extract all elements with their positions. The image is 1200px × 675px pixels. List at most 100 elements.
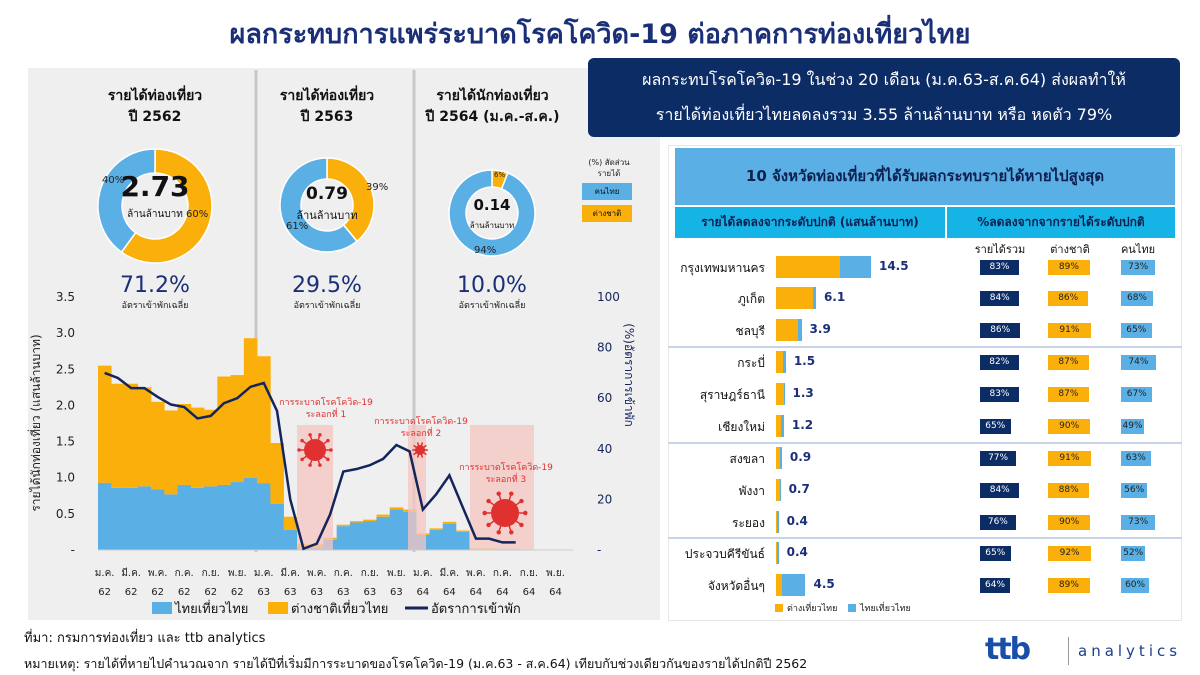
loss-value: 0.7	[788, 482, 810, 496]
donut-2564-unit: ล้านล้านบาท	[469, 221, 515, 230]
analytics-logo-text: analytics	[1078, 642, 1182, 660]
x-tick-year: 62	[98, 587, 111, 598]
loss-bar-thai	[776, 511, 779, 533]
y-tick-label: 1.5	[56, 435, 75, 449]
bar-thai	[336, 526, 351, 550]
bar-foreign	[151, 401, 165, 490]
virus-spike-tip	[523, 510, 528, 516]
donut-legend-thai: คนไทย	[582, 183, 632, 200]
row-divider	[668, 346, 1182, 348]
province-name: ประจวบคีรีขันธ์	[684, 547, 765, 561]
occupancy-2562: 71.2%	[120, 273, 190, 298]
x-tick-year: 64	[443, 587, 456, 598]
virus-spike-tip	[297, 448, 301, 452]
pct-thai: 65%	[1121, 323, 1152, 338]
loss-bar-foreign	[776, 351, 784, 373]
y-tick-label: 3.5	[56, 290, 75, 304]
loss-bar-thai	[783, 383, 785, 405]
bar-thai	[389, 509, 404, 550]
donut-2564-value: 0.14	[473, 196, 511, 214]
y-tick-label: 2.5	[56, 362, 75, 376]
virus-spike-tip	[413, 453, 415, 456]
virus-spike-tip	[486, 522, 491, 528]
occupancy-2563-label: อัตราเข้าพักเฉลี่ย	[293, 301, 361, 311]
donut-legend-foreign: ต่างชาติ	[582, 205, 632, 222]
bar-thai	[164, 494, 178, 550]
legend-label-occupancy: อัตราการเข้าพัก	[431, 602, 521, 617]
loss-bar-thai	[783, 351, 786, 373]
pct-foreign: 87%	[1048, 355, 1089, 370]
donut-2563-value: 0.79	[306, 184, 348, 204]
panel-title-year: ปี 2562	[128, 109, 182, 125]
legend-label-foreign: ต่างชาติเที่ยวไทย	[291, 600, 388, 617]
x-tick-month: มี.ค.	[280, 567, 300, 579]
virus-spike-tip	[425, 453, 427, 456]
occupancy-2564-label: อัตราเข้าพักเฉลี่ย	[458, 301, 526, 311]
x-tick-month: ก.ย.	[361, 568, 379, 579]
province-name: ชลบุรี	[735, 324, 765, 338]
bar-thai	[137, 486, 152, 550]
bar-foreign	[177, 403, 192, 485]
donut-2563-thai-pct: 61%	[286, 221, 309, 232]
bar-thai	[217, 484, 231, 550]
pct-foreign: 87%	[1048, 387, 1089, 402]
occupancy-line	[104, 371, 516, 551]
virus-spike-tip	[519, 498, 524, 504]
x-tick-month: ก.ย.	[202, 568, 220, 579]
virus-spike-tip	[329, 448, 333, 452]
loss-value: 0.4	[786, 545, 808, 559]
pct-foreign: 90%	[1048, 515, 1091, 530]
virus-spike-tip	[426, 449, 429, 451]
bar-foreign	[243, 338, 258, 478]
bar-foreign	[124, 383, 139, 488]
loss-bar-foreign	[776, 383, 784, 405]
province-name: ภูเก็ต	[737, 292, 765, 306]
pct-foreign: 86%	[1048, 291, 1089, 306]
pct-foreign: 91%	[1048, 451, 1091, 466]
occupancy-2562-label: อัตราเข้าพักเฉลี่ย	[121, 301, 189, 311]
y-tick-label: 1.0	[56, 471, 75, 485]
province-name: เชียงใหม่	[718, 420, 765, 434]
donut-2562-thai-pct: 40%	[102, 175, 125, 186]
province-name: กระบี่	[737, 356, 765, 370]
loss-bar-foreign	[776, 287, 813, 309]
y2-tick-label: 20	[597, 492, 612, 506]
bar-thai	[98, 482, 112, 550]
virus-spike-tip	[308, 463, 312, 467]
table-legend-thai: ไทยเที่ยวไทย	[860, 604, 911, 614]
x-tick-year: 63	[390, 587, 403, 598]
bar-thai	[270, 503, 284, 550]
x-tick-year: 63	[363, 587, 376, 598]
x-tick-month: พ.ย.	[387, 568, 406, 579]
ttb-logo: ttb	[985, 632, 1031, 667]
covid-wave-number: ระลอกที่ 1	[306, 407, 347, 420]
loss-bar-thai	[781, 415, 784, 437]
bar-thai	[243, 477, 258, 550]
occupancy-2564: 10.0%	[457, 273, 527, 298]
covid-virus-icon	[482, 491, 528, 535]
pct-foreign: 92%	[1048, 546, 1092, 561]
bar-foreign	[137, 387, 152, 487]
donut-slice-foreign	[326, 157, 375, 243]
loss-value: 0.9	[789, 450, 812, 464]
loss-value: 3.9	[809, 322, 831, 336]
loss-value: 4.5	[813, 577, 835, 591]
logo-divider	[1068, 637, 1069, 665]
pct-thai: 67%	[1121, 387, 1153, 402]
bar-foreign	[230, 375, 245, 483]
bar-thai	[151, 489, 165, 550]
panel-title-line: รายได้นักท่องเที่ยว	[436, 88, 549, 104]
virus-spike-tip	[413, 444, 415, 447]
page-title: ผลกระทบการแพร่ระบาดโรคโควิด-19 ต่อภาคการ…	[229, 19, 971, 50]
summary-box: ผลกระทบโรคโควิด-19 ในช่วง 20 เดือน (ม.ค.…	[588, 58, 1180, 137]
virus-spike-tip	[416, 442, 419, 444]
y2-tick-label: 60	[597, 391, 612, 405]
x-tick-month: พ.ย.	[546, 568, 565, 579]
loss-value: 1.2	[791, 418, 814, 432]
pct-thai: 56%	[1121, 483, 1148, 498]
virus-spike-tip	[421, 456, 424, 458]
loss-value: 0.4	[786, 514, 808, 528]
loss-bar-foreign	[776, 511, 777, 533]
bar-thai	[177, 484, 192, 550]
x-tick-month: พ.ค.	[466, 568, 486, 579]
